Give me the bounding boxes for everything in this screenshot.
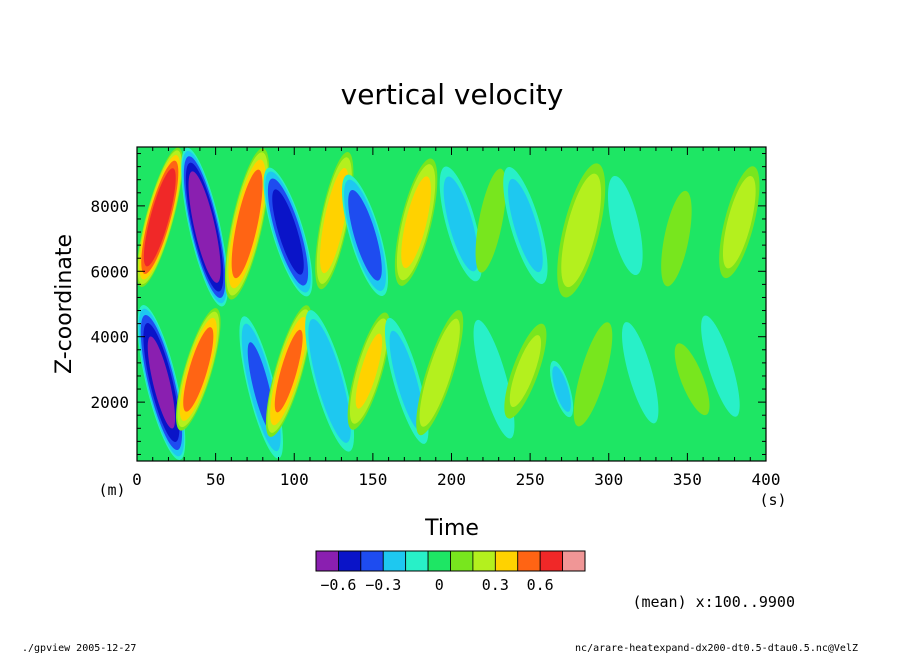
x-tick-label: 250 xyxy=(516,470,545,489)
colorbar-swatch xyxy=(405,550,429,572)
contour-band xyxy=(274,329,303,413)
colorbar-tick-label: −0.6 xyxy=(320,576,356,594)
x-axis-title: Time xyxy=(424,516,479,541)
colorbar-swatch xyxy=(382,550,407,572)
contour-band xyxy=(475,168,507,273)
x-tick-label: 50 xyxy=(206,470,225,489)
contour-band xyxy=(443,176,479,272)
contour-field xyxy=(137,147,760,460)
x-tick-label: 100 xyxy=(280,470,309,489)
colorbar-tick-label: −0.3 xyxy=(365,576,401,594)
contour-band xyxy=(401,176,431,269)
colorbar-swatch xyxy=(360,550,384,572)
colorbar-swatch xyxy=(427,550,451,572)
contour-band xyxy=(143,168,176,267)
contour-band xyxy=(508,178,543,273)
chart-title: vertical velocity xyxy=(341,78,564,111)
colorbar-swatch xyxy=(450,550,474,572)
field-note: (mean) x:100..9900 xyxy=(632,593,795,611)
contour-band xyxy=(308,318,351,443)
colorbar-tick-label: 0.3 xyxy=(482,576,509,594)
contour-band xyxy=(272,189,304,275)
colorbar-swatch xyxy=(494,550,519,572)
y-tick-label: 2000 xyxy=(90,393,129,412)
contour-band xyxy=(389,330,424,432)
y-axis: 2000 4000 6000 8000 xyxy=(90,153,766,455)
x-tick-label: 300 xyxy=(594,470,623,489)
contour-band xyxy=(701,315,740,417)
contour-band xyxy=(183,327,214,412)
contour-band xyxy=(661,190,692,287)
footer-right: nc/arare-heatexpand-dx200-dt0.5-dtau0.5.… xyxy=(575,643,858,654)
contour-band xyxy=(419,318,460,427)
contour-band xyxy=(573,322,613,427)
colorbar-swatch xyxy=(315,550,339,572)
contour-band xyxy=(509,335,542,408)
contour-band xyxy=(674,343,710,416)
x-tick-label: 350 xyxy=(673,470,702,489)
contour-band xyxy=(319,168,349,274)
colorbar-swatch xyxy=(562,550,586,572)
colorbar-tick-label: 0.6 xyxy=(527,576,554,594)
contour-band xyxy=(622,322,659,424)
contour-band xyxy=(188,171,221,283)
contour-band xyxy=(147,336,176,429)
contour-band xyxy=(722,175,756,269)
contour-band xyxy=(231,169,263,279)
x-tick-label: 200 xyxy=(437,470,466,489)
y-axis-title: Z-coordinate xyxy=(52,234,77,374)
y-tick-label: 4000 xyxy=(90,328,129,347)
colorbar-swatch xyxy=(539,550,563,572)
y-tick-label: 8000 xyxy=(90,197,129,216)
contour-band xyxy=(348,190,382,281)
colorbar: −0.6 −0.3 0 0.3 0.6 xyxy=(315,550,586,594)
x-unit-label: (s) xyxy=(759,491,786,509)
colorbar-frame xyxy=(315,550,586,572)
colorbar-tick-label: 0 xyxy=(435,576,444,594)
contour-band xyxy=(552,366,571,412)
colorbar-swatch xyxy=(472,550,496,572)
colorbar-swatch xyxy=(338,550,362,572)
x-tick-label: 400 xyxy=(752,470,781,489)
contour-band xyxy=(561,173,602,288)
y-tick-label: 6000 xyxy=(90,262,129,281)
footer-left: ./gpview 2005-12-27 xyxy=(22,643,136,654)
colorbar-swatch xyxy=(517,550,541,572)
contour-band xyxy=(473,319,515,439)
x-tick-label: 150 xyxy=(358,470,387,489)
contour-band xyxy=(607,175,643,276)
contour-band xyxy=(355,333,383,409)
x-tick-label: 0 xyxy=(132,470,142,489)
y-unit-label: (m) xyxy=(98,481,125,499)
plot-area: 0 50 100 150 200 250 300 350 400 2000 4000 6000 800… xyxy=(90,146,780,489)
x-axis: 0 50 100 150 200 250 300 350 400 xyxy=(132,147,780,489)
